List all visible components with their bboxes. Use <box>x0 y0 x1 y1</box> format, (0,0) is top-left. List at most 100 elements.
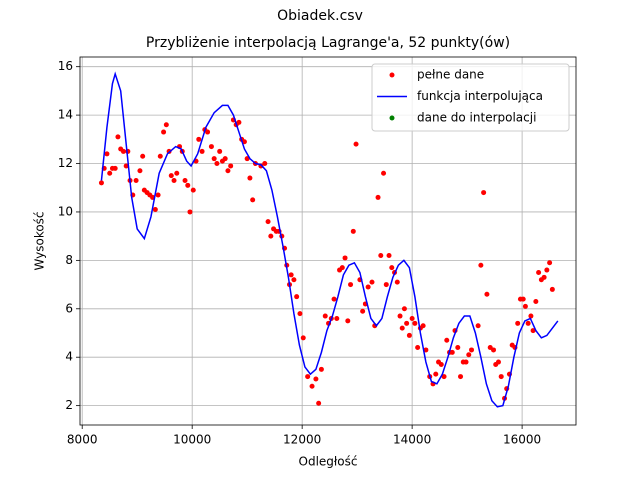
data-point <box>469 347 475 353</box>
data-point <box>369 279 375 285</box>
data-point <box>345 318 351 324</box>
data-point <box>466 352 472 358</box>
legend-marker <box>389 72 395 78</box>
data-point <box>187 209 193 215</box>
data-point <box>383 282 389 288</box>
data-point <box>484 291 490 297</box>
data-point <box>423 347 429 353</box>
data-point <box>133 177 139 183</box>
data-point <box>360 308 366 314</box>
data-point <box>475 323 481 329</box>
legend-marker <box>389 115 395 121</box>
data-point <box>268 233 274 239</box>
data-point <box>406 332 412 338</box>
data-point <box>288 272 294 278</box>
data-point <box>404 320 410 326</box>
data-point <box>342 255 348 261</box>
data-point <box>300 335 306 341</box>
interpolation-line <box>100 71 559 408</box>
data-point <box>412 320 418 326</box>
y-tick-label: 6 <box>65 301 73 315</box>
data-point <box>415 345 421 351</box>
data-point <box>478 262 484 268</box>
data-point <box>294 294 300 300</box>
data-point <box>199 148 205 154</box>
data-point <box>444 337 450 343</box>
y-axis-label: Wysokość <box>33 211 47 270</box>
data-point <box>533 299 539 305</box>
data-point <box>463 359 469 365</box>
data-point <box>236 119 242 125</box>
data-point <box>265 219 271 225</box>
suptitle: Obiadek.csv <box>277 8 363 24</box>
chart-title: Przybliżenie interpolacją Lagrange'a, 52… <box>146 35 510 51</box>
data-point <box>247 175 253 181</box>
data-point <box>214 161 220 167</box>
data-point <box>544 267 550 273</box>
data-point <box>182 177 188 183</box>
data-point <box>190 187 196 193</box>
data-point <box>420 323 426 329</box>
data-point <box>397 313 403 319</box>
data-point <box>171 177 177 183</box>
legend-box <box>371 63 570 132</box>
data-point <box>140 153 146 159</box>
x-axis-label: Odległość <box>299 455 358 469</box>
data-point <box>438 361 444 367</box>
data-point <box>549 286 555 292</box>
data-point <box>104 151 110 157</box>
data-point <box>389 265 395 271</box>
data-point <box>137 168 143 174</box>
data-point <box>297 311 303 317</box>
data-point <box>205 129 211 135</box>
data-point <box>313 376 319 382</box>
data-point <box>353 141 359 147</box>
data-point <box>409 315 415 321</box>
data-point <box>155 192 161 198</box>
data-point <box>152 207 158 213</box>
y-tick-label: 4 <box>65 350 73 364</box>
data-point <box>525 320 531 326</box>
data-point <box>208 144 214 150</box>
data-point <box>375 194 381 200</box>
data-point <box>196 136 202 142</box>
data-point <box>115 134 121 140</box>
x-tick-label: 8000 <box>67 433 98 447</box>
data-point <box>185 182 191 188</box>
data-point <box>495 359 501 365</box>
data-point <box>331 296 337 302</box>
data-point <box>365 284 371 290</box>
data-point <box>520 296 526 302</box>
y-tick-label: 14 <box>58 108 73 122</box>
y-tick-label: 10 <box>58 204 73 218</box>
data-point <box>123 163 129 169</box>
data-point <box>161 129 167 135</box>
data-point <box>401 306 407 312</box>
x-tick-label: 16000 <box>503 433 541 447</box>
axes-frame <box>79 56 577 426</box>
data-point <box>322 313 328 319</box>
data-point <box>515 320 521 326</box>
legend-label: funkcja interpolująca <box>417 89 543 103</box>
data-point <box>318 366 324 372</box>
data-point <box>348 282 354 288</box>
y-tick-label: 12 <box>58 156 73 170</box>
y-tick-label: 16 <box>58 59 73 73</box>
data-point <box>399 325 405 331</box>
data-point <box>262 161 268 167</box>
data-point <box>498 374 504 380</box>
data-point <box>222 156 228 162</box>
data-point <box>394 279 400 285</box>
data-point <box>250 197 256 203</box>
data-point <box>112 165 118 171</box>
legend-label: dane do interpolacji <box>417 111 536 125</box>
data-point <box>547 260 553 266</box>
data-point <box>381 170 387 176</box>
x-tick-label: 10000 <box>173 433 211 447</box>
x-tick-label: 14000 <box>393 433 431 447</box>
data-point <box>386 253 392 259</box>
data-point <box>455 345 461 351</box>
data-point <box>541 274 547 280</box>
data-point <box>378 253 384 259</box>
